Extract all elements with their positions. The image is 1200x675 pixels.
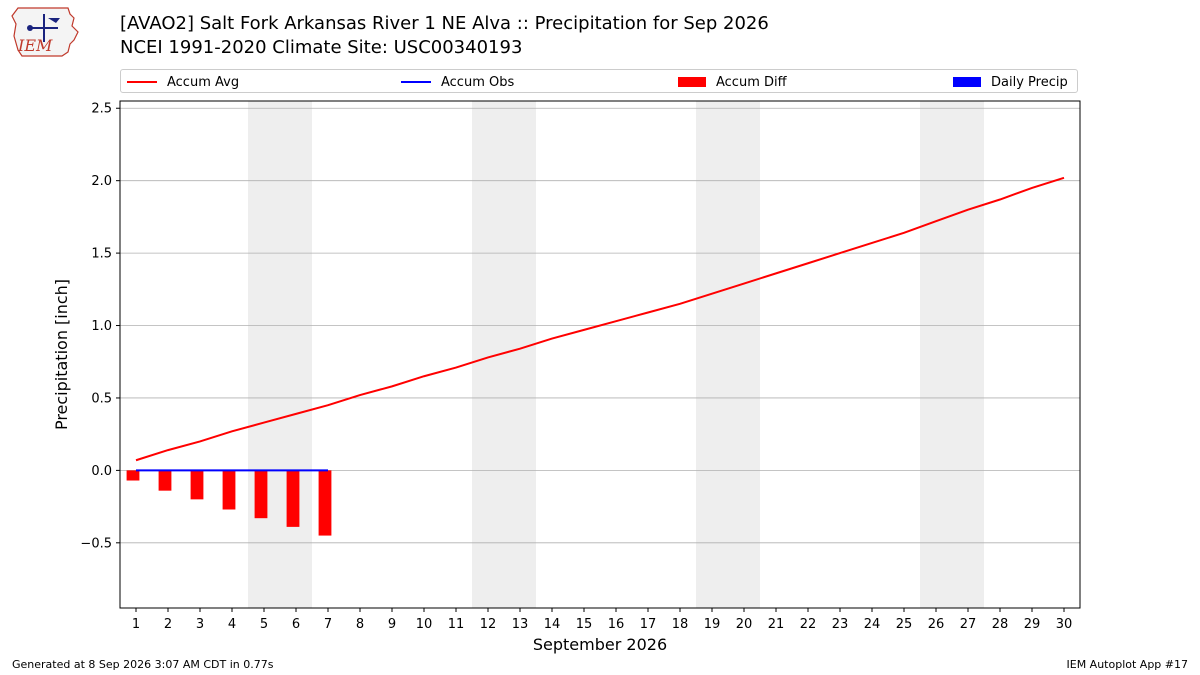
weekend-band (248, 101, 312, 608)
x-tick-label: 27 (960, 617, 977, 632)
y-tick-label: 2.0 (91, 174, 112, 189)
legend-swatch (401, 81, 431, 83)
x-tick-label: 3 (196, 617, 204, 632)
x-tick-label: 7 (324, 617, 332, 632)
x-tick-label: 19 (704, 617, 721, 632)
x-tick-label: 2 (164, 617, 172, 632)
x-tick-label: 11 (448, 617, 465, 632)
x-tick-label: 25 (896, 617, 913, 632)
legend-item-accum-obs: Accum Obs (401, 70, 514, 94)
x-tick-label: 13 (512, 617, 529, 632)
legend-item-daily-precip: Daily Precip (953, 70, 1068, 94)
x-tick-label: 5 (260, 617, 268, 632)
legend-label: Daily Precip (991, 74, 1068, 90)
x-tick-label: 10 (416, 617, 433, 632)
y-tick-label: 1.5 (91, 247, 112, 262)
x-tick-label: 26 (928, 617, 945, 632)
accum-avg-line (135, 176, 1065, 462)
y-axis-label: Precipitation [inch] (52, 279, 71, 430)
y-tick-label: −0.5 (80, 536, 112, 551)
x-tick-label: 4 (228, 617, 236, 632)
x-tick-label: 15 (576, 617, 593, 632)
accum-diff-bar (158, 470, 172, 491)
x-tick-label: 29 (1024, 617, 1041, 632)
x-axis-label: September 2026 (533, 635, 667, 654)
x-tick-label: 1 (132, 617, 140, 632)
x-tick-label: 14 (544, 617, 561, 632)
x-tick-label: 18 (672, 617, 689, 632)
legend-label: Accum Avg (167, 74, 240, 90)
page-subtitle: NCEI 1991-2020 Climate Site: USC00340193 (120, 37, 523, 58)
legend-label: Accum Diff (716, 74, 787, 90)
logo-text: IEM (17, 36, 53, 55)
x-tick-label: 21 (768, 617, 785, 632)
app-credit: IEM Autoplot App #17 (1066, 658, 1189, 671)
y-tick-label: 0.0 (91, 464, 112, 479)
accum-diff-bar (318, 470, 332, 536)
plot-frame (119, 100, 1081, 609)
weekend-band (472, 101, 536, 608)
x-tick-label: 6 (292, 617, 300, 632)
legend-label: Accum Obs (441, 74, 515, 90)
weekend-band (696, 101, 760, 608)
accum-diff-bar (222, 470, 236, 510)
x-tick-label: 20 (736, 617, 753, 632)
legend-swatch (678, 77, 706, 87)
chart-legend: Accum Avg Accum Obs Accum Diff Daily Pre… (120, 69, 1078, 93)
x-tick-label: 9 (388, 617, 396, 632)
legend-item-accum-diff: Accum Diff (678, 70, 787, 94)
accum-diff-bar (254, 470, 268, 519)
weekend-band (920, 101, 984, 608)
legend-swatch (127, 81, 157, 83)
accum-diff-bar (126, 470, 140, 481)
accum-diff-bar (286, 470, 300, 527)
generated-timestamp: Generated at 8 Sep 2026 3:07 AM CDT in 0… (12, 658, 274, 671)
x-tick-label: 28 (992, 617, 1009, 632)
legend-item-accum-avg: Accum Avg (127, 70, 239, 94)
x-tick-label: 12 (480, 617, 497, 632)
page-title: [AVAO2] Salt Fork Arkansas River 1 NE Al… (120, 13, 769, 34)
x-tick-label: 23 (832, 617, 849, 632)
x-tick-label: 30 (1056, 617, 1073, 632)
accum-diff-bar (190, 470, 204, 500)
x-tick-label: 16 (608, 617, 625, 632)
y-tick-label: 1.0 (91, 319, 112, 334)
y-tick-label: 0.5 (91, 391, 112, 406)
x-tick-label: 8 (356, 617, 364, 632)
iem-logo: IEM (11, 7, 79, 57)
x-tick-label: 17 (640, 617, 657, 632)
legend-swatch (953, 77, 981, 87)
y-tick-label: 2.5 (91, 102, 112, 117)
x-tick-label: 24 (864, 617, 881, 632)
x-tick-label: 22 (800, 617, 817, 632)
